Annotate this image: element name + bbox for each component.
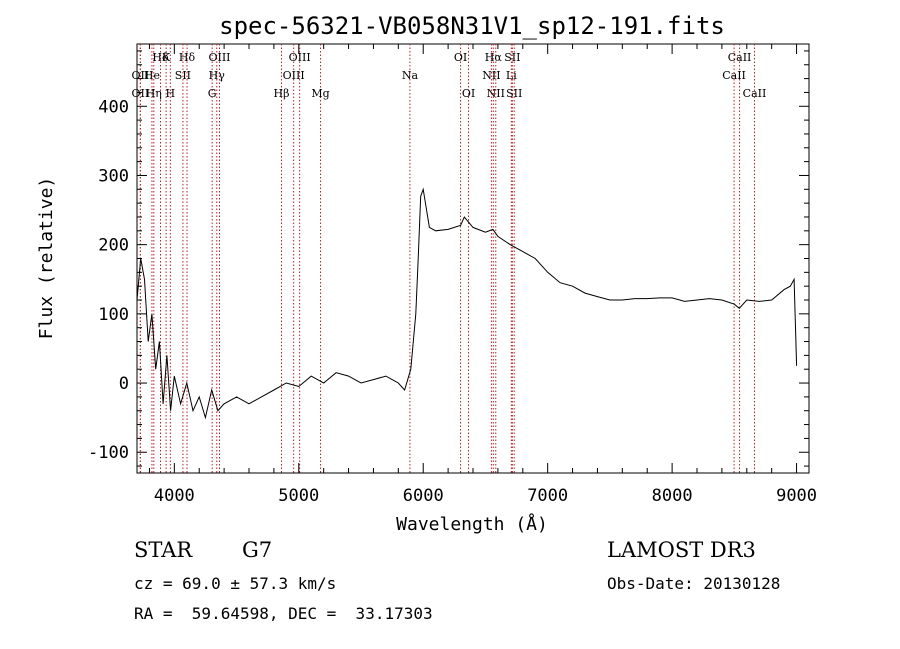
y-axis-ticks: -100 0 100 200 300 400: [88, 50, 809, 467]
spectral-line-label: G: [208, 87, 217, 100]
y-tick-label: 0: [119, 374, 129, 394]
spectral-line-label: OIII: [283, 69, 305, 82]
spectral-line-label: Hδ: [152, 51, 169, 64]
x-tick-label: 7000: [527, 486, 568, 506]
object-class: STAR: [134, 538, 193, 562]
spectral-line-label: OIII: [208, 51, 230, 64]
y-tick-label: 200: [98, 236, 129, 256]
spectral-line-label: Hδ: [179, 51, 196, 64]
spectral-line-label: He: [144, 69, 160, 82]
spectral-line-label: Mg: [311, 87, 329, 100]
chart-title: spec-56321-VB058N31V1_sp12-191.fits: [219, 12, 725, 40]
spectral-line-label: Li: [506, 69, 517, 82]
spectral-line-label: H: [166, 87, 176, 100]
spectral-line-label: Hγ: [209, 69, 226, 82]
y-tick-label: -100: [88, 443, 129, 463]
spectral-line-label: CaII: [743, 87, 767, 100]
spectral-line-label: OI: [462, 87, 475, 100]
y-tick-label: 300: [98, 166, 129, 186]
spectral-line-markers: [139, 44, 755, 473]
spectral-line-label: OII: [132, 87, 150, 100]
y-axis-label: Flux (relative): [36, 177, 57, 340]
survey-name: LAMOST DR3: [607, 538, 756, 562]
object-subclass: G7: [242, 538, 273, 562]
x-tick-label: 8000: [652, 486, 693, 506]
spectrum-line: [136, 187, 798, 420]
spectral-line-label: OII: [132, 69, 150, 82]
x-axis-ticks: 4000 5000 6000 7000 8000 9000: [148, 44, 817, 506]
spectral-line-label: NII: [487, 87, 505, 100]
y-tick-label: 100: [98, 305, 129, 325]
spectral-line-label: OIII: [289, 51, 311, 64]
spectral-line-label: SII: [175, 69, 191, 82]
observation-date: Obs-Date: 20130128: [607, 574, 781, 593]
spectral-line-label: Na: [402, 69, 419, 82]
spectral-line-label: SII: [506, 87, 522, 100]
coordinates: RA = 59.64598, DEC = 33.17303: [134, 604, 433, 623]
x-tick-label: 9000: [776, 486, 817, 506]
spectral-line-label: CaII: [722, 69, 746, 82]
x-axis-label: Wavelength (Å): [396, 513, 548, 535]
y-tick-label: 400: [98, 97, 129, 117]
x-tick-label: 6000: [403, 486, 444, 506]
spectral-line-label: NII: [482, 69, 500, 82]
spectral-line-label: OI: [454, 51, 467, 64]
x-tick-label: 5000: [278, 486, 319, 506]
spectral-line-label: Hη: [146, 87, 162, 100]
x-tick-label: 4000: [154, 486, 195, 506]
spectral-line-label: CaII: [728, 51, 752, 64]
spectral-line-label: Hα: [485, 51, 503, 64]
redshift-velocity: cz = 69.0 ± 57.3 km/s: [134, 574, 337, 593]
spectral-line-label: SII: [504, 51, 520, 64]
spectral-line-label: K: [162, 51, 171, 64]
plot-frame: [136, 43, 810, 474]
spectral-line-label: Hβ: [274, 87, 290, 100]
